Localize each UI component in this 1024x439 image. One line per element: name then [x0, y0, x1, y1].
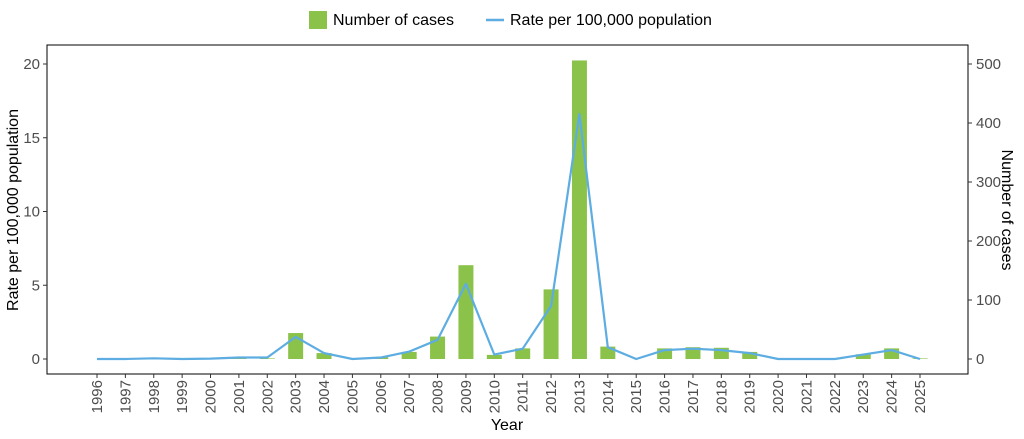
x-tick-label-1998: 1998	[146, 380, 163, 413]
right-tick-label: 500	[976, 56, 1001, 73]
bar-2018	[713, 347, 729, 359]
bar-2010	[486, 354, 502, 359]
x-tick-label-2024: 2024	[884, 380, 901, 413]
bar-2013	[571, 60, 587, 360]
left-tick-label: 0	[32, 351, 40, 368]
x-tick-label-2012: 2012	[543, 380, 560, 413]
y-axis-title: Rate per 100,000 population	[5, 109, 22, 311]
x-tick-label-2007: 2007	[401, 380, 418, 413]
legend-label-rate: Rate per 100,000 population	[510, 12, 712, 29]
x-tick-label-2008: 2008	[430, 380, 447, 413]
y2-axis-title: Number of cases	[998, 150, 1015, 271]
x-tick-label-2025: 2025	[912, 380, 929, 413]
x-tick-label-2016: 2016	[657, 380, 674, 413]
x-axis-ticks: 1996 1997 1998 1999 2000 2001 2002 2003 2004 2005…	[89, 374, 929, 413]
bar-series	[231, 60, 928, 360]
bar-2017	[685, 347, 701, 359]
x-tick-label-2000: 2000	[203, 380, 220, 413]
x-axis-title: Year	[491, 417, 524, 434]
bar-2019	[742, 351, 758, 359]
bar-2007	[401, 351, 417, 359]
x-tick-label-2015: 2015	[628, 380, 645, 413]
axes	[46, 44, 969, 375]
right-tick-label: 100	[976, 292, 1001, 309]
line-series	[97, 112, 921, 361]
x-tick-label-1996: 1996	[89, 380, 106, 413]
bar-2004	[316, 353, 332, 359]
left-axis-ticks: 0 5 10 15 20	[23, 56, 47, 368]
left-tick-label: 20	[23, 56, 40, 73]
legend-label-cases: Number of cases	[333, 12, 454, 29]
right-axis-ticks: 0 100 200 300 400 500	[968, 56, 1001, 368]
x-tick-label-2004: 2004	[316, 380, 333, 413]
bar-2011	[515, 348, 531, 359]
bar-2009	[458, 265, 474, 359]
x-tick-label-2005: 2005	[344, 380, 361, 413]
left-tick-label: 15	[23, 130, 40, 147]
x-tick-label-2020: 2020	[770, 380, 787, 413]
bar-2002	[259, 358, 275, 359]
x-tick-label-2009: 2009	[458, 380, 475, 413]
x-tick-label-2010: 2010	[486, 380, 503, 413]
legend-swatch-cases	[309, 11, 327, 29]
x-tick-label-2014: 2014	[600, 380, 617, 413]
x-tick-label-1997: 1997	[117, 380, 134, 413]
rate-line	[97, 112, 921, 361]
bar-2012	[543, 289, 559, 359]
legend: Number of cases Rate per 100,000 populat…	[309, 11, 712, 29]
x-tick-label-2021: 2021	[798, 380, 815, 413]
bar-2024	[884, 348, 900, 359]
x-tick-label-2013: 2013	[571, 380, 588, 413]
x-tick-label-1999: 1999	[174, 380, 191, 413]
right-tick-label: 400	[976, 115, 1001, 132]
x-tick-label-2002: 2002	[259, 380, 276, 413]
x-tick-label-2011: 2011	[515, 380, 532, 412]
right-tick-label: 300	[976, 174, 1001, 191]
x-tick-label-2022: 2022	[827, 380, 844, 413]
x-tick-label-2003: 2003	[288, 380, 305, 413]
right-tick-label: 200	[976, 233, 1001, 250]
right-tick-label: 0	[976, 351, 984, 368]
bar-2016	[657, 348, 673, 359]
x-tick-label-2018: 2018	[713, 380, 730, 413]
left-tick-label: 5	[32, 277, 40, 294]
left-tick-label: 10	[23, 204, 40, 221]
x-tick-label-2001: 2001	[231, 380, 248, 413]
x-tick-label-2023: 2023	[855, 380, 872, 413]
x-tick-label-2017: 2017	[685, 380, 702, 413]
plot-frame	[46, 44, 969, 375]
x-tick-label-2006: 2006	[373, 380, 390, 413]
bar-2023	[855, 354, 871, 359]
x-tick-label-2019: 2019	[742, 380, 759, 413]
